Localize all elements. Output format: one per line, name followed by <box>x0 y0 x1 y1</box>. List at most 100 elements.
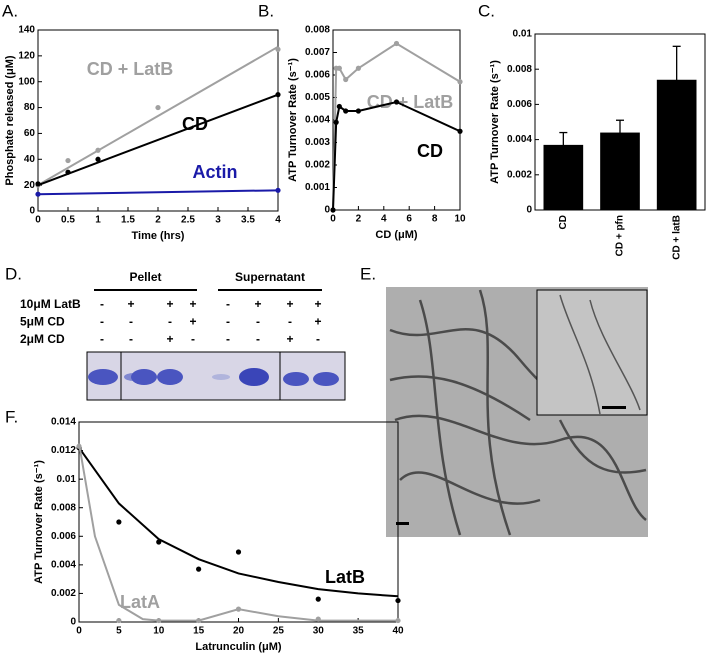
panel-letter: B. <box>258 1 274 20</box>
gel-cell: - <box>100 297 104 311</box>
gel-cell: + <box>314 315 321 329</box>
gel-cell: - <box>316 332 320 346</box>
data-point <box>336 103 342 110</box>
fit-line <box>37 93 279 187</box>
series-label: CD + LatB <box>87 59 174 79</box>
gel-header: Supernatant <box>235 270 305 284</box>
x-tick-label: 2.5 <box>181 215 195 226</box>
y-tick-label: 100 <box>18 76 35 87</box>
x-tick-label: 30 <box>313 626 325 637</box>
panel-letter: A. <box>2 1 18 20</box>
data-point <box>333 119 339 125</box>
gel-row-label: 5μM CD <box>20 315 65 329</box>
data-point <box>95 147 101 153</box>
data-point <box>315 596 321 602</box>
y-axis-label: ATP Turnover Rate (s⁻¹) <box>33 460 45 584</box>
y-axis-label: ATP Turnover Rate (s⁻¹) <box>489 60 501 184</box>
data-point <box>196 617 202 624</box>
gel-cell: + <box>254 297 261 311</box>
gel-cell: - <box>256 332 260 346</box>
data-point <box>343 108 349 114</box>
panel-letter: E. <box>360 264 376 283</box>
data-point <box>155 104 161 111</box>
gel-cell: - <box>129 315 133 329</box>
x-tick-label: 4 <box>275 215 281 226</box>
gel-cell: + <box>189 315 196 329</box>
y-tick-label: 0.003 <box>305 137 330 148</box>
gel-cell: - <box>226 297 230 311</box>
y-tick-label: 0.005 <box>305 92 330 103</box>
data-point <box>343 76 349 83</box>
y-tick-label: 80 <box>24 102 36 113</box>
x-tick-label: 3.5 <box>241 215 255 226</box>
data-point <box>235 549 242 555</box>
y-tick-label: 0.002 <box>507 169 532 180</box>
data-point <box>65 169 71 175</box>
y-tick-label: 0.012 <box>51 445 76 456</box>
y-tick-label: 0.007 <box>305 47 330 58</box>
data-point <box>95 156 101 162</box>
gel-cell: - <box>226 315 230 329</box>
fit-line <box>37 45 279 187</box>
gel-cell: - <box>168 315 172 329</box>
x-tick-label: 2 <box>356 214 362 225</box>
y-tick-label: 0.001 <box>305 182 330 193</box>
x-axis-label: Latrunculin (μM) <box>195 641 282 653</box>
x-tick-label: 10 <box>454 214 466 225</box>
gel-cell: + <box>286 332 293 346</box>
x-axis-label: CD (μM) <box>375 229 418 241</box>
y-tick-label: 0 <box>526 205 532 216</box>
data-point <box>76 443 82 449</box>
gel-header: Pellet <box>129 270 161 284</box>
data-point <box>355 65 361 71</box>
y-tick-label: 0.004 <box>305 115 330 126</box>
data-point <box>395 597 401 604</box>
gel-cell: + <box>314 297 321 311</box>
gel-cell: - <box>129 332 133 346</box>
series-label: Actin <box>193 162 238 182</box>
x-tick-label: 4 <box>381 214 387 225</box>
data-point <box>275 46 281 52</box>
data-point <box>235 606 242 612</box>
fit-line <box>78 443 398 622</box>
series-label: CD <box>417 141 443 161</box>
x-tick-label: 2 <box>155 215 161 226</box>
data-point <box>275 187 281 193</box>
x-tick-label: 3 <box>215 215 221 226</box>
y-tick-label: 0.004 <box>507 134 532 145</box>
x-tick-label: CD + latB <box>671 215 682 260</box>
y-tick-label: 0.002 <box>305 160 330 171</box>
x-tick-label: 0 <box>35 215 41 226</box>
plot-frame <box>332 29 461 211</box>
data-point <box>315 616 321 622</box>
data-point <box>330 207 336 213</box>
series-label: CD + LatB <box>367 92 454 112</box>
gel-cell: + <box>189 297 196 311</box>
series-line <box>332 42 461 211</box>
x-tick-label: 20 <box>233 626 245 637</box>
gel-cell: + <box>166 332 173 346</box>
y-tick-label: 0 <box>29 206 35 217</box>
data-point <box>457 79 463 85</box>
data-point <box>116 519 122 525</box>
data-point <box>35 181 41 187</box>
x-tick-label: 1.5 <box>121 215 135 226</box>
x-tick-label: 8 <box>432 214 438 225</box>
x-tick-label: CD <box>558 215 569 229</box>
bar <box>600 132 640 210</box>
x-tick-label: CD + pfn <box>615 215 626 256</box>
panel-letter: C. <box>478 1 495 20</box>
data-point <box>156 617 162 624</box>
gel-cell: + <box>127 297 134 311</box>
x-tick-label: 40 <box>392 626 404 637</box>
data-point <box>336 65 342 71</box>
data-point <box>116 617 122 624</box>
x-axis-label: Time (hrs) <box>132 230 185 242</box>
gel-cell: - <box>100 332 104 346</box>
gel-cell: + <box>286 297 293 311</box>
y-tick-label: 0.002 <box>51 588 76 599</box>
gel-image <box>86 351 346 401</box>
x-tick-label: 0 <box>76 626 82 637</box>
y-tick-label: 0 <box>70 617 76 628</box>
